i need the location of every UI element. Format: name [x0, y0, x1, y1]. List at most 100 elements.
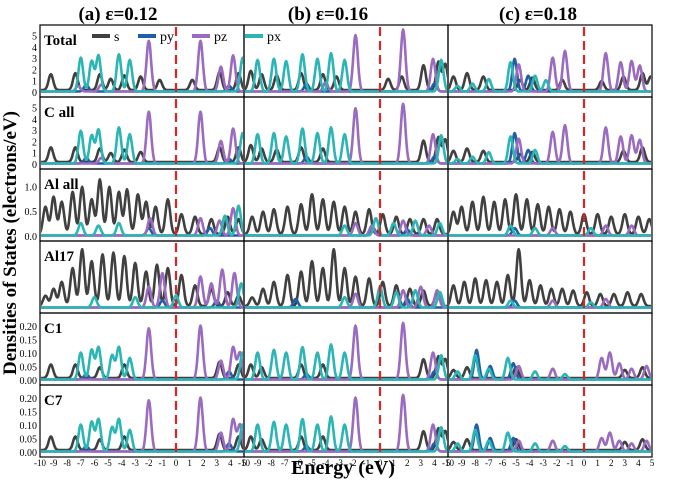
x-tick-label: -7	[281, 458, 289, 468]
x-tick-label: -8	[471, 458, 479, 468]
dos-curve-px	[245, 343, 447, 381]
y-tick-label: 4	[32, 43, 37, 54]
dos-curve-s	[41, 70, 243, 92]
x-tick-label: 1	[391, 458, 396, 468]
dos-curve-px	[245, 216, 447, 237]
x-tick-label: -2	[553, 458, 561, 468]
dos-curve-px	[41, 345, 243, 381]
dos-curve-px	[245, 126, 447, 165]
x-axis-label: Energy (eV)	[291, 457, 395, 479]
x-tick-label: -10	[442, 458, 454, 468]
legend-label-s: s	[114, 30, 119, 45]
y-tick-label: 0.10	[20, 421, 38, 432]
x-tick-label: 0	[378, 458, 383, 468]
x-tick-label: -9	[458, 458, 466, 468]
x-tick-label: 3	[215, 458, 220, 468]
dos-curve-s	[245, 354, 447, 380]
legend-label-pz: pz	[214, 30, 227, 45]
dos-panel	[243, 96, 449, 170]
y-tick-label: 0.00	[20, 448, 38, 459]
x-tick-label: -1	[159, 458, 167, 468]
x-tick-label: 4	[432, 458, 437, 468]
x-tick-label: -9	[254, 458, 262, 468]
x-tick-label: 2	[609, 458, 614, 468]
dos-curve-px	[449, 354, 651, 381]
y-tick-label: 2	[32, 137, 37, 148]
y-tick-label: 3	[32, 54, 37, 65]
x-tick-label: 1	[187, 458, 192, 468]
dos-curve-px	[449, 299, 651, 309]
dos-curve-px	[245, 51, 447, 93]
y-tick-label: 0.15	[20, 336, 38, 347]
y-tick-label: 1	[32, 149, 37, 160]
x-tick-label: -3	[131, 458, 139, 468]
y-tick-label: 1.0	[25, 182, 38, 193]
dos-panel	[243, 384, 449, 458]
x-tick-label: 5	[446, 458, 451, 468]
dos-curve-s	[245, 426, 447, 452]
dos-panel	[447, 96, 653, 170]
dos-curve-s	[41, 146, 243, 164]
row-label: C7	[44, 393, 63, 409]
x-tick-label: -1	[567, 458, 575, 468]
y-tick-label: 5	[32, 32, 37, 43]
dos-curve-s	[41, 360, 243, 380]
dos-curve-px	[449, 60, 651, 93]
dos-panel	[39, 168, 245, 242]
y-tick-label: 0	[32, 160, 37, 171]
x-tick-label: -6	[295, 458, 303, 468]
y-tick-labels: 0123450123450.00.51.00.000.050.100.150.2…	[20, 32, 38, 459]
y-tick-label: 4	[32, 115, 37, 126]
dos-panel	[39, 384, 245, 458]
x-tick-label: -7	[485, 458, 493, 468]
x-tick-label: -3	[335, 458, 343, 468]
y-tick-label: 0.15	[20, 408, 38, 419]
panel-grid	[39, 24, 653, 458]
row-labels: Total C all Al all Al17 C1 C7	[44, 33, 79, 409]
dos-curve-pz	[41, 396, 243, 453]
row-label: Al17	[44, 249, 75, 265]
x-tick-label: 1	[595, 458, 600, 468]
y-tick-label: 1	[32, 77, 37, 88]
x-tick-label: 0	[582, 458, 587, 468]
x-tick-label: 4	[228, 458, 233, 468]
dos-curve-px	[449, 224, 651, 237]
x-tick-label: -5	[104, 458, 112, 468]
row-label: C all	[44, 105, 74, 121]
y-tick-label: 3	[32, 126, 37, 137]
dos-curve-pz	[449, 49, 651, 93]
y-tick-label: 0.05	[20, 435, 38, 446]
x-tick-label: 4	[636, 458, 641, 468]
y-tick-label: 0.20	[20, 322, 38, 333]
dos-curve-s	[449, 146, 651, 164]
x-tick-label: -5	[512, 458, 520, 468]
dos-curve-s	[41, 178, 243, 236]
legend: s py pz px	[92, 30, 281, 45]
column-titles: (a) ε=0.12 (b) ε=0.16 (c) ε=0.18	[78, 4, 577, 25]
x-tick-label: -5	[308, 458, 316, 468]
x-tick-label: 2	[201, 458, 206, 468]
x-tick-label: -1	[363, 458, 371, 468]
x-tick-label: -10	[34, 458, 46, 468]
x-tick-label: -8	[63, 458, 71, 468]
x-tick-label: 3	[623, 458, 628, 468]
dos-panel	[447, 168, 653, 242]
x-tick-label: -9	[50, 458, 58, 468]
y-tick-label: 0.05	[20, 363, 38, 374]
dos-curve-s	[449, 193, 651, 235]
dos-panel	[39, 312, 245, 386]
x-tick-label: -6	[499, 458, 507, 468]
x-tick-label: -8	[267, 458, 275, 468]
x-tick-label: 0	[174, 458, 179, 468]
x-tick-label: -10	[238, 458, 250, 468]
dos-panel	[447, 384, 653, 458]
y-axis-label: Densities of States (electrons/eV)	[0, 111, 21, 375]
dos-panel	[447, 240, 653, 314]
x-tick-label: 5	[242, 458, 247, 468]
dos-panel	[447, 24, 653, 98]
y-tick-label: 0.10	[20, 349, 38, 360]
x-tick-label: -4	[322, 458, 330, 468]
dos-curve-px	[41, 204, 243, 237]
x-tick-label: -4	[118, 458, 126, 468]
